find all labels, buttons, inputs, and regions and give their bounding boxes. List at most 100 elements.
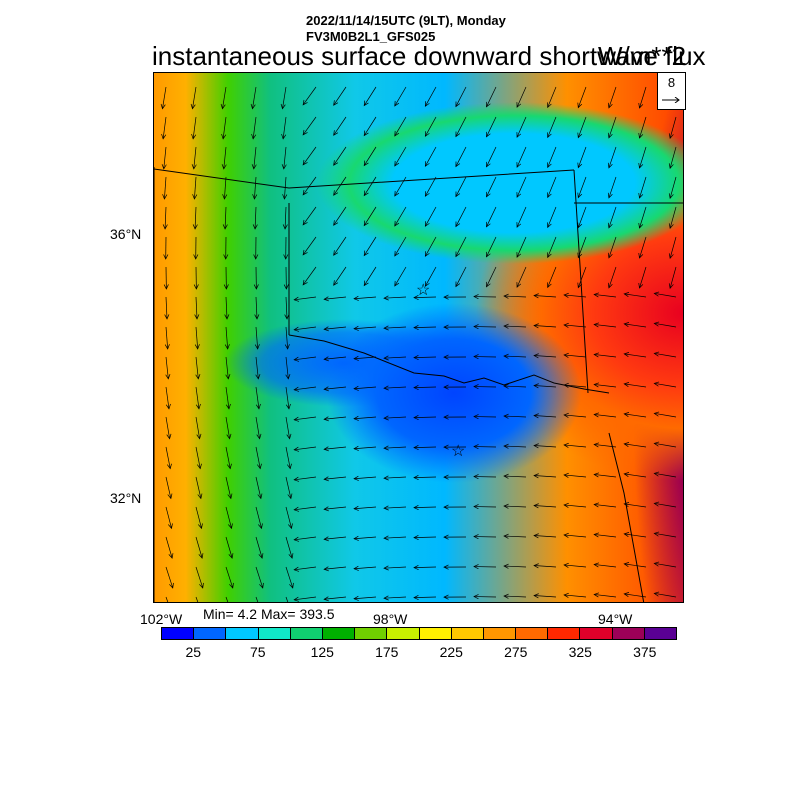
wind-vector-head — [293, 416, 300, 422]
wind-vector-head — [443, 534, 449, 540]
wind-vector-head — [653, 471, 660, 477]
wind-vector-head — [623, 352, 630, 357]
wind-vector — [324, 566, 347, 570]
wind-vector-head — [413, 565, 419, 571]
wind-vector — [594, 324, 617, 328]
wind-vector-head — [638, 103, 644, 109]
wind-vector-head — [413, 415, 419, 421]
wind-vector — [193, 146, 197, 169]
wind-vector — [504, 505, 527, 508]
wind-vector — [225, 446, 231, 469]
wind-vector-head — [166, 433, 172, 440]
wind-vector-head — [288, 523, 293, 530]
wind-vector — [564, 594, 587, 598]
colorbar-cell — [194, 628, 227, 639]
wind-vector-head — [286, 463, 292, 470]
wind-vector — [225, 356, 229, 379]
wind-vector — [594, 594, 617, 598]
wind-vector — [162, 116, 167, 139]
wind-vector-head — [653, 291, 660, 297]
wind-vector — [255, 476, 262, 499]
wind-vector — [624, 353, 647, 358]
wind-vector-head — [443, 324, 449, 330]
wind-vector-head — [222, 224, 228, 230]
wind-vector-head — [228, 553, 234, 559]
wind-vector-head — [623, 472, 630, 477]
wind-vector-head — [653, 411, 660, 417]
wind-vector — [504, 475, 527, 478]
wind-vector — [164, 206, 167, 229]
wind-vector-head — [195, 374, 201, 380]
wind-vector-head — [383, 295, 389, 301]
wind-vector — [425, 206, 437, 227]
wind-vector-head — [353, 415, 359, 421]
wind-vector — [624, 323, 647, 328]
wind-vector-head — [258, 523, 263, 530]
wind-vector-head — [563, 592, 569, 598]
wind-vector — [564, 414, 587, 418]
wind-vector-head — [223, 284, 229, 290]
wind-vector-head — [191, 164, 197, 170]
wind-vector — [384, 566, 407, 569]
wind-vector-head — [424, 251, 430, 257]
wind-vector-head — [607, 132, 613, 139]
colorbar — [161, 627, 677, 640]
wind-vector — [255, 356, 259, 379]
wind-vector — [504, 535, 527, 538]
wind-vector-head — [191, 133, 197, 140]
wind-vector — [455, 86, 467, 107]
wind-vector — [333, 176, 347, 196]
wind-vector-head — [653, 381, 660, 387]
wind-vector — [669, 146, 677, 169]
wind-vector-head — [413, 295, 419, 301]
wind-vector — [302, 236, 317, 256]
wind-vector-head — [547, 192, 552, 199]
wind-vector-head — [563, 502, 569, 508]
wind-vector — [534, 385, 557, 388]
wind-vector — [255, 506, 262, 529]
wind-vector-head — [503, 383, 509, 389]
wind-vector-head — [455, 251, 461, 258]
wind-vector-head — [473, 414, 479, 420]
wind-vector-head — [363, 160, 369, 167]
colorbar-label: 275 — [504, 644, 528, 660]
wind-vector — [285, 506, 292, 529]
wind-vector-head — [163, 254, 169, 260]
wind-vector-head — [256, 433, 262, 440]
wind-vector-head — [473, 594, 479, 600]
wind-vector-head — [199, 582, 204, 589]
wind-vector-head — [383, 535, 389, 541]
wind-vector-head — [394, 100, 400, 107]
wind-vector-head — [193, 254, 199, 260]
wind-vector — [324, 476, 347, 480]
wind-vector — [594, 354, 617, 358]
wind-vector-head — [394, 160, 400, 167]
wind-vector — [384, 386, 407, 389]
wind-vector-head — [563, 562, 569, 568]
wind-vector — [302, 146, 317, 166]
wind-vector — [608, 116, 617, 138]
wind-vector-head — [668, 133, 674, 139]
wind-vector-head — [413, 325, 419, 331]
wind-vector — [225, 416, 230, 439]
wind-vector-head — [563, 412, 569, 418]
wind-vector-head — [165, 403, 171, 410]
wind-vector-head — [623, 442, 630, 447]
wind-vector-head — [252, 224, 258, 230]
wind-vector — [195, 296, 198, 319]
wind-vector-head — [164, 314, 170, 320]
wind-vector — [547, 266, 557, 288]
wind-vector-head — [593, 472, 599, 478]
wind-vector — [639, 266, 647, 289]
wind-vector-head — [225, 403, 231, 410]
wind-vector — [354, 536, 377, 540]
wind-vector — [255, 296, 258, 319]
wind-vector — [255, 446, 261, 469]
wind-vector — [654, 502, 677, 508]
wind-vector-head — [190, 103, 196, 110]
border-texas-louisiana — [608, 432, 645, 602]
wind-vector — [534, 565, 557, 568]
wind-vector — [486, 236, 497, 257]
wind-vector — [165, 446, 171, 469]
wind-vector-head — [593, 562, 599, 568]
